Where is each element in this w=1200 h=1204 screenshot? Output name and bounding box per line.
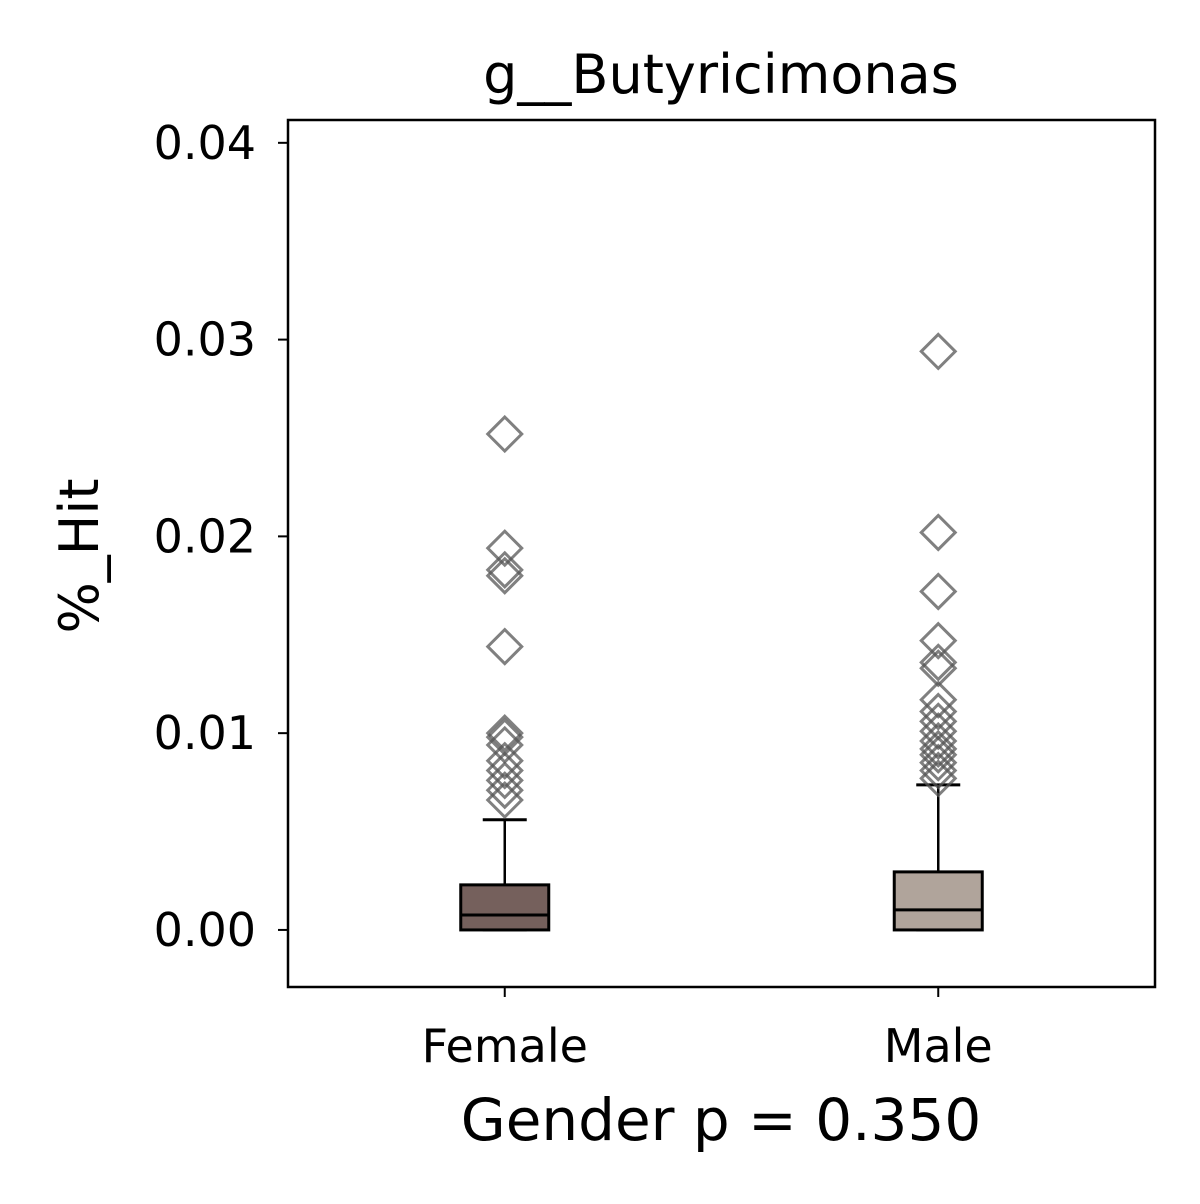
- outlier: [919, 721, 958, 761]
- outlier: [919, 729, 958, 769]
- outlier: [919, 735, 958, 774]
- y-tick-label: 0.04: [154, 116, 256, 170]
- outlier: [485, 780, 524, 820]
- outlier: [485, 714, 524, 753]
- plot-frame: [286, 118, 1157, 989]
- outlier: [919, 572, 958, 611]
- y-tick-label: 0.03: [154, 313, 256, 367]
- x-axis-label: Gender p = 0.350: [461, 1086, 982, 1154]
- x-tick-label: Female: [422, 1019, 588, 1073]
- outlier: [919, 759, 958, 798]
- x-tick-label: Male: [884, 1019, 993, 1073]
- outlier: [919, 751, 958, 790]
- outlier: [485, 556, 524, 595]
- outlier: [919, 513, 958, 552]
- outlier: [919, 712, 958, 751]
- outlier: [485, 529, 524, 568]
- y-tick-label: 0.01: [154, 706, 256, 760]
- outlier: [485, 741, 524, 780]
- box: [892, 870, 984, 932]
- outlier: [485, 751, 524, 790]
- outlier: [919, 643, 958, 682]
- y-tick-label: 0.00: [154, 903, 256, 957]
- outlier: [485, 414, 524, 454]
- outlier: [485, 550, 524, 589]
- outlier: [919, 680, 958, 719]
- outlier: [919, 743, 958, 782]
- outlier: [919, 332, 958, 371]
- outlier: [919, 649, 958, 688]
- outlier: [485, 761, 524, 800]
- outlier: [919, 692, 958, 731]
- y-tick-label: 0.02: [154, 509, 256, 563]
- y-axis-label: %_Hit: [48, 478, 111, 633]
- outlier: [485, 627, 524, 666]
- outlier: [485, 771, 524, 810]
- box: [459, 883, 551, 932]
- chart-title: g__Butyricimonas: [483, 43, 959, 106]
- outlier: [919, 621, 958, 660]
